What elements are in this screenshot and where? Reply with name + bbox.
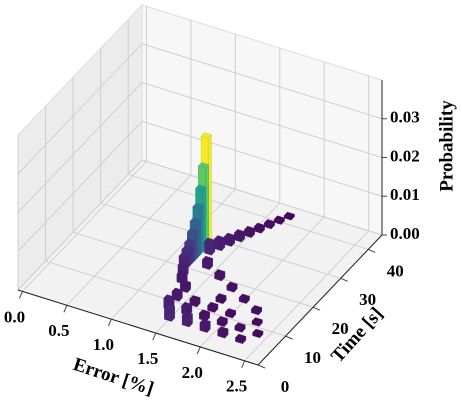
bar (215, 293, 227, 305)
bar (204, 237, 216, 256)
bar (189, 295, 201, 308)
y-tick-label: 30 (359, 290, 376, 309)
bar (224, 308, 237, 319)
x-tick-label: 0.0 (4, 307, 25, 326)
grid-line (17, 82, 143, 213)
bar (214, 235, 226, 252)
bar (235, 333, 247, 345)
bar (243, 225, 256, 239)
bar (273, 215, 285, 226)
bar (252, 328, 264, 339)
bar (226, 281, 238, 293)
bar (217, 326, 229, 339)
x-tick-label: 2.5 (226, 377, 247, 396)
y-tick-mark (340, 277, 348, 282)
bar (263, 219, 275, 230)
bar (283, 211, 295, 221)
bar (238, 293, 250, 305)
y-tick-label: 40 (387, 261, 404, 280)
x-tick-label: 1.5 (137, 349, 158, 368)
bar (234, 322, 246, 333)
grid-line (128, 173, 369, 250)
x-tick-mark (18, 291, 23, 299)
axis-line (257, 234, 383, 366)
z-tick-label: 0.01 (390, 185, 420, 204)
y-tick-label: 0 (281, 377, 290, 396)
bar (251, 317, 263, 327)
bar (251, 305, 263, 316)
grid-line (110, 188, 236, 320)
grid-line (141, 159, 383, 236)
y-tick-mark (312, 306, 321, 311)
x-tick-mark (152, 332, 157, 341)
x-tick-label: 1.0 (93, 335, 114, 354)
bar (253, 222, 265, 234)
bar (198, 309, 211, 322)
x-tick-mark (107, 318, 112, 327)
z-axis-label: Probability (436, 100, 457, 192)
grid-line (17, 120, 143, 252)
y-tick-mark (368, 248, 376, 253)
bar (181, 311, 193, 328)
y-tick-mark (285, 335, 293, 340)
grid-line (72, 231, 314, 308)
z-tick-label: 0.00 (390, 224, 420, 243)
bar (214, 269, 226, 282)
grid-line (244, 230, 370, 362)
grid-line (141, 43, 383, 120)
x-tick-label: 0.5 (48, 321, 69, 340)
axis-line (17, 289, 259, 366)
grid-line (17, 43, 143, 175)
grid-line (66, 174, 192, 306)
bar (233, 229, 246, 243)
y-tick-label: 10 (304, 348, 321, 367)
bar (223, 232, 236, 247)
x-tick-mark (196, 346, 201, 355)
grid-line (141, 120, 383, 197)
y-tick-mark (257, 364, 266, 369)
x-tick-mark (63, 305, 68, 313)
bar (207, 301, 219, 313)
bar (163, 303, 176, 322)
x-tick-mark (241, 360, 246, 369)
bar (201, 255, 214, 271)
bar (171, 287, 183, 302)
x-tick-label: 2.0 (182, 363, 203, 382)
y-tick-label: 20 (332, 319, 349, 338)
bar (199, 318, 211, 334)
bar (179, 279, 192, 294)
grid-line (22, 161, 147, 292)
z-tick-label: 0.03 (390, 108, 420, 127)
grid-line (17, 159, 143, 291)
bar (216, 316, 228, 328)
z-tick-label: 0.02 (390, 146, 420, 165)
grid-line (141, 82, 383, 158)
